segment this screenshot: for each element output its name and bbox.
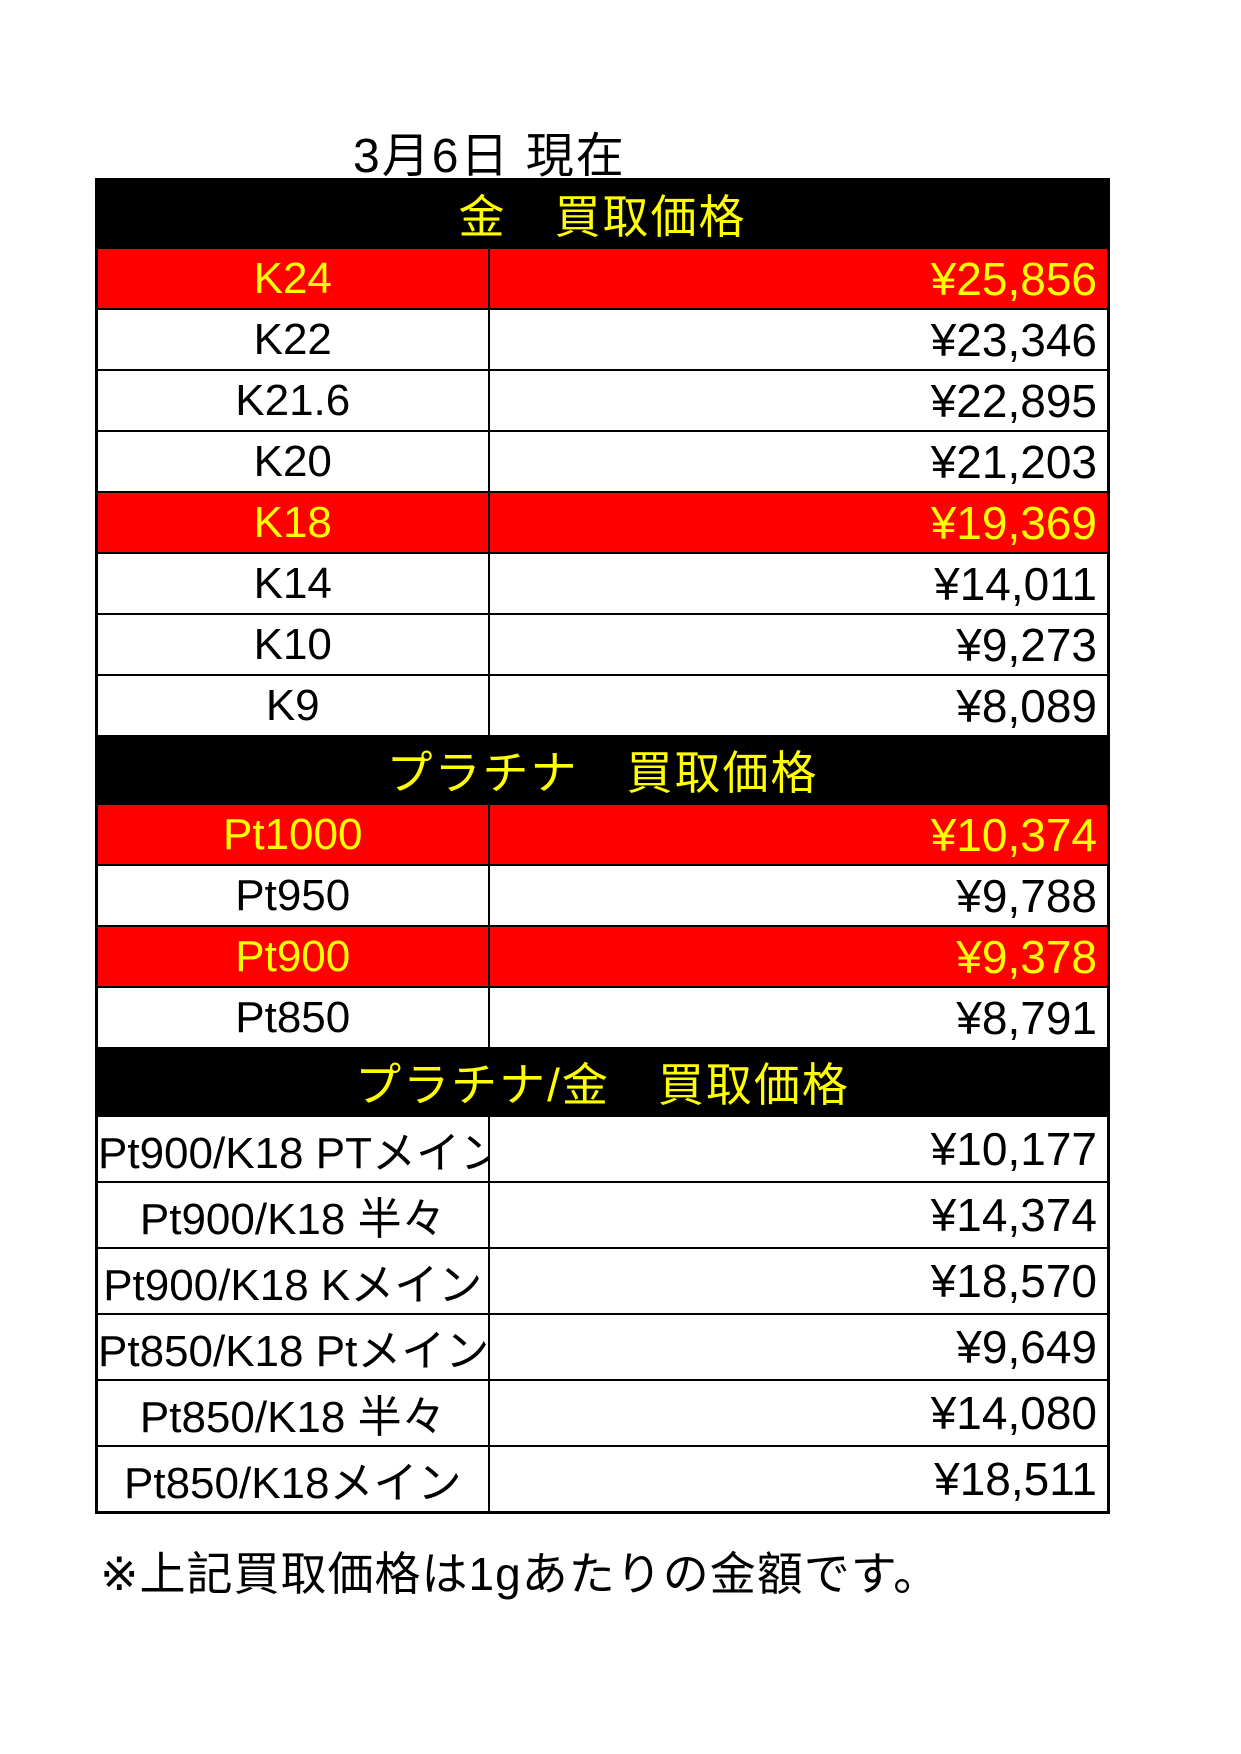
price-value: ¥9,788 bbox=[487, 864, 1110, 927]
metal-label: Pt950 bbox=[95, 864, 490, 927]
price-value: ¥23,346 bbox=[487, 308, 1110, 371]
date-label: 3月6日 現在 bbox=[353, 130, 626, 183]
metal-label: Pt850/K18 半々 bbox=[95, 1379, 490, 1447]
metal-label: K14 bbox=[95, 552, 490, 615]
price-value: ¥19,369 bbox=[487, 491, 1110, 554]
section-header-row: 金 買取価格 bbox=[95, 178, 1110, 249]
price-value: ¥22,895 bbox=[487, 369, 1110, 432]
metal-label: Pt900/K18 Kメイン bbox=[95, 1247, 490, 1315]
price-value: ¥9,378 bbox=[487, 925, 1110, 988]
price-value: ¥14,080 bbox=[487, 1379, 1110, 1447]
price-value: ¥14,011 bbox=[487, 552, 1110, 615]
section-header-row: プラチナ 買取価格 bbox=[95, 735, 1110, 805]
metal-label: Pt1000 bbox=[95, 803, 490, 866]
table-row: K21.6 ¥22,895 bbox=[95, 369, 1110, 432]
table-row: Pt1000 ¥10,374 bbox=[95, 803, 1110, 866]
metal-label: Pt900/K18 半々 bbox=[95, 1181, 490, 1249]
table-row: Pt850/K18 Ptメイン ¥9,649 bbox=[95, 1313, 1110, 1381]
table-row: K20 ¥21,203 bbox=[95, 430, 1110, 493]
price-value: ¥9,273 bbox=[487, 613, 1110, 676]
table-row: K22 ¥23,346 bbox=[95, 308, 1110, 371]
table-row: Pt850/K18メイン ¥18,511 bbox=[95, 1445, 1110, 1514]
table-row: Pt950 ¥9,788 bbox=[95, 864, 1110, 927]
table-row: K24 ¥25,856 bbox=[95, 247, 1110, 310]
price-value: ¥21,203 bbox=[487, 430, 1110, 493]
metal-label: Pt850 bbox=[95, 986, 490, 1049]
price-value: ¥8,791 bbox=[487, 986, 1110, 1049]
price-value: ¥10,374 bbox=[487, 803, 1110, 866]
section-header-gold: 金 買取価格 bbox=[95, 178, 1110, 249]
table-row: K14 ¥14,011 bbox=[95, 552, 1110, 615]
price-value: ¥18,511 bbox=[487, 1445, 1110, 1514]
metal-label: K9 bbox=[95, 674, 490, 737]
metal-label: K21.6 bbox=[95, 369, 490, 432]
price-value: ¥18,570 bbox=[487, 1247, 1110, 1315]
price-value: ¥14,374 bbox=[487, 1181, 1110, 1249]
metal-label: Pt900/K18 PTメイン bbox=[95, 1115, 490, 1183]
price-table: 金 買取価格 K24 ¥25,856 K22 ¥23,346 K21.6 ¥22… bbox=[95, 178, 1110, 1514]
metal-label: K22 bbox=[95, 308, 490, 371]
price-value: ¥10,177 bbox=[487, 1115, 1110, 1183]
section-header-platinum-gold: プラチナ/金 買取価格 bbox=[95, 1047, 1110, 1117]
table-row: K18 ¥19,369 bbox=[95, 491, 1110, 554]
table-row: Pt900/K18 Kメイン ¥18,570 bbox=[95, 1247, 1110, 1315]
metal-label: K24 bbox=[95, 247, 490, 310]
metal-label: Pt850/K18メイン bbox=[95, 1445, 490, 1514]
table-row: Pt850 ¥8,791 bbox=[95, 986, 1110, 1049]
metal-label: K20 bbox=[95, 430, 490, 493]
table-row: Pt900 ¥9,378 bbox=[95, 925, 1110, 988]
table-row: Pt850/K18 半々 ¥14,080 bbox=[95, 1379, 1110, 1447]
footnote: ※上記買取価格は1gあたりの金額です。 bbox=[100, 1548, 941, 1600]
table-row: K10 ¥9,273 bbox=[95, 613, 1110, 676]
price-value: ¥9,649 bbox=[487, 1313, 1110, 1381]
price-value: ¥8,089 bbox=[487, 674, 1110, 737]
table-row: Pt900/K18 半々 ¥14,374 bbox=[95, 1181, 1110, 1249]
metal-label: K18 bbox=[95, 491, 490, 554]
table-row: K9 ¥8,089 bbox=[95, 674, 1110, 737]
metal-label: Pt850/K18 Ptメイン bbox=[95, 1313, 490, 1381]
section-header-platinum: プラチナ 買取価格 bbox=[95, 735, 1110, 805]
metal-label: K10 bbox=[95, 613, 490, 676]
price-value: ¥25,856 bbox=[487, 247, 1110, 310]
section-header-row: プラチナ/金 買取価格 bbox=[95, 1047, 1110, 1117]
metal-label: Pt900 bbox=[95, 925, 490, 988]
table-row: Pt900/K18 PTメイン ¥10,177 bbox=[95, 1115, 1110, 1183]
